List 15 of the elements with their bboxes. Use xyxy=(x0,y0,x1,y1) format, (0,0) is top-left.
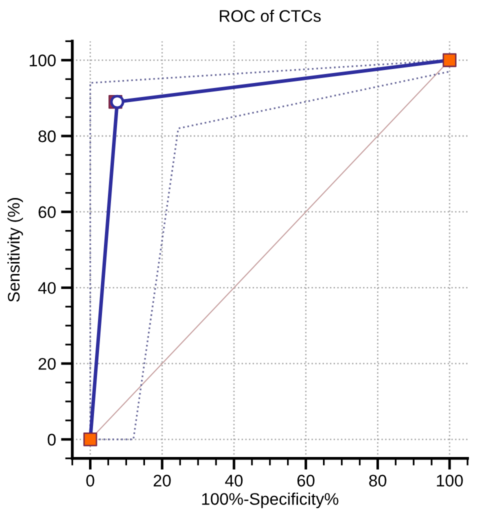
x-tick-label: 0 xyxy=(86,474,94,487)
y-tick-label: 0 xyxy=(48,434,56,446)
x-tick-label: 20 xyxy=(154,474,171,487)
y-axis-title: Sensitivity (%) xyxy=(7,198,23,302)
y-tick-label: 20 xyxy=(38,358,56,370)
y-tick-label: 60 xyxy=(38,206,56,218)
y-tick-label: 80 xyxy=(38,130,56,142)
y-tick-label: 40 xyxy=(38,282,56,294)
chart-title: ROC of CTCs xyxy=(220,10,321,22)
x-axis-title: 100%-Specificity% xyxy=(202,492,338,508)
x-tick-label: 60 xyxy=(297,474,314,487)
x-tick-label: 100 xyxy=(436,474,463,487)
x-tick-label: 80 xyxy=(369,474,386,487)
x-tick-label: 40 xyxy=(225,474,243,487)
y-tick-label: 100 xyxy=(30,54,56,66)
